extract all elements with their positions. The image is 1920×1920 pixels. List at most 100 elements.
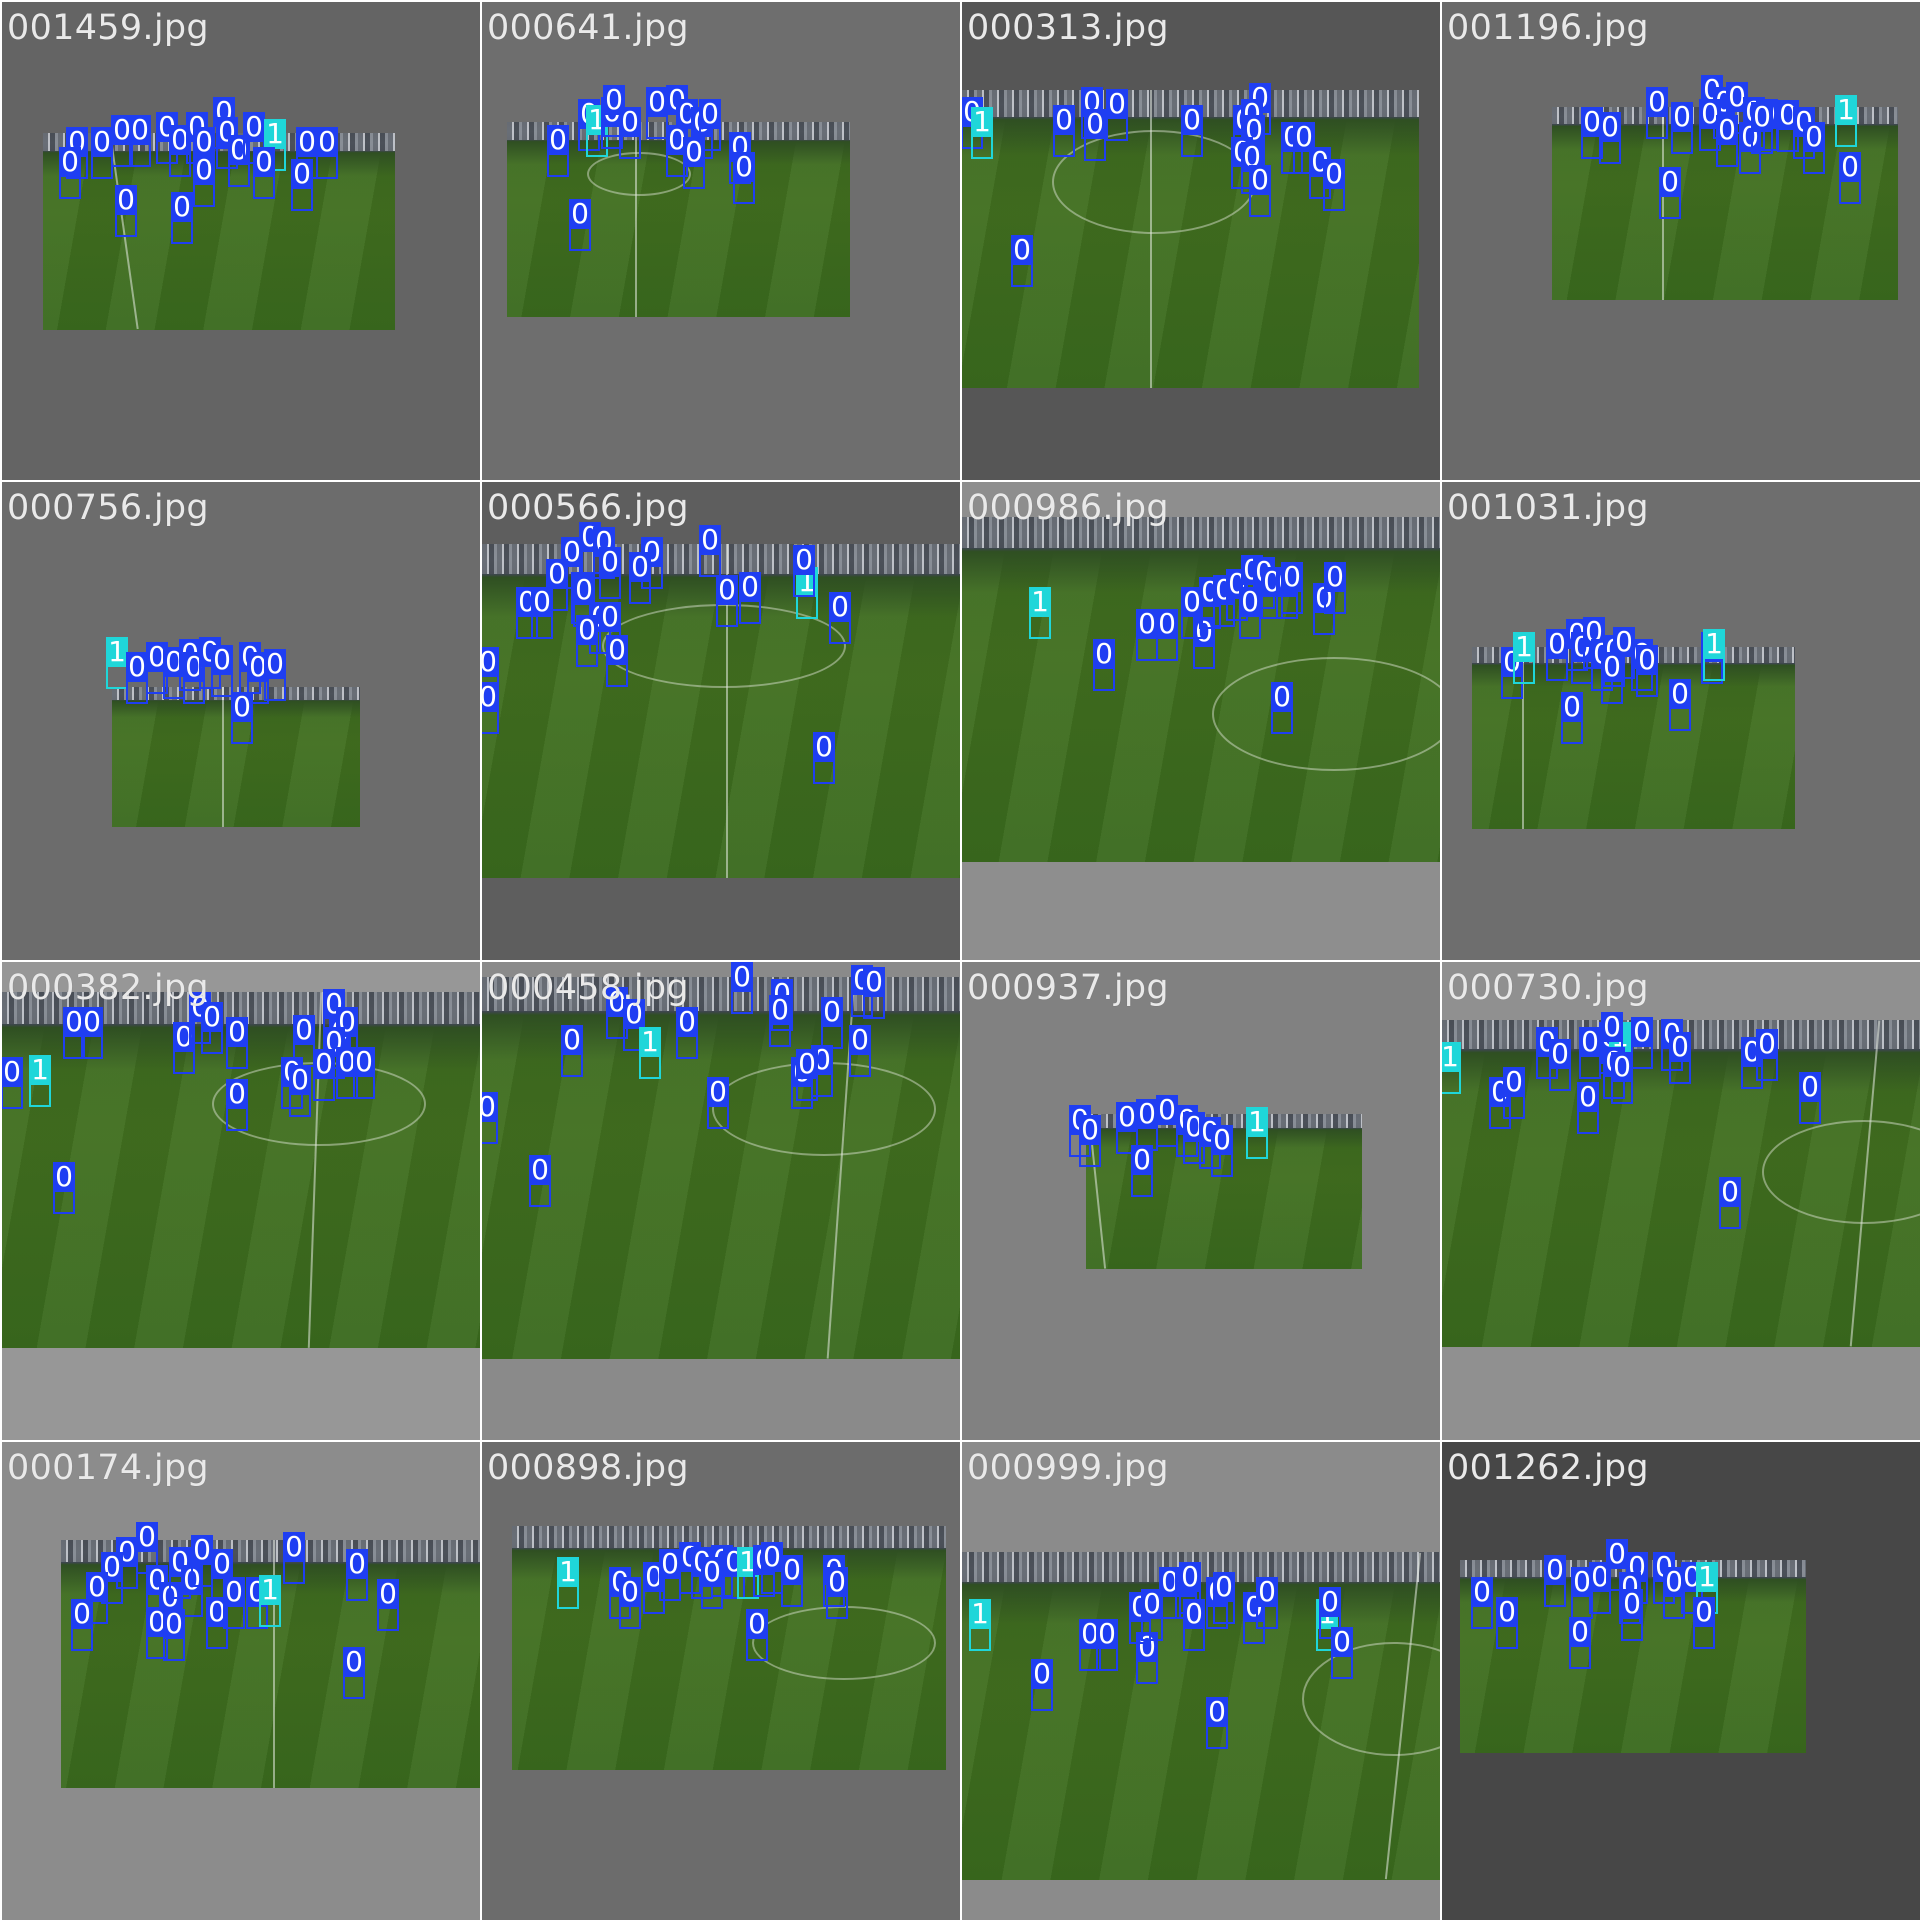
stadium-stand [61, 1540, 480, 1563]
detection-box-class-0: 0 [211, 645, 233, 697]
detection-class-label: 0 [561, 1025, 583, 1055]
detection-class-label: 0 [59, 147, 81, 177]
detection-box-class-0: 0 [1561, 692, 1583, 744]
detection-box-class-0: 0 [1256, 1577, 1278, 1629]
detection-class-label: 0 [849, 1025, 871, 1055]
detection-box-class-0: 0 [863, 967, 885, 1019]
detection-box-class-0: 0 [619, 1577, 641, 1629]
detection-class-label: 0 [1156, 609, 1178, 639]
detection-box-class-0: 0 [1589, 1562, 1611, 1614]
detection-class-label: 0 [546, 559, 568, 589]
detection-class-label: 0 [781, 1555, 803, 1585]
detection-box-class-1: 1 [1703, 629, 1725, 681]
detection-box-class-1: 1 [971, 107, 993, 159]
detection-box-class-0: 0 [1084, 109, 1106, 161]
detection-class-label: 0 [169, 125, 191, 155]
detection-box-class-0: 0 [1206, 1697, 1228, 1749]
tile-filename: 000937.jpg [967, 968, 1169, 1008]
detection-class-label: 0 [163, 1609, 185, 1639]
detection-box-class-0: 0 [1116, 1102, 1138, 1154]
detection-box-class-0: 0 [826, 1567, 848, 1619]
detection-box-class-0: 0 [377, 1579, 399, 1631]
detection-class-label: 0 [1271, 682, 1293, 712]
detection-box-class-0: 0 [1079, 1115, 1101, 1167]
frame [962, 517, 1440, 862]
detection-box-class-0: 0 [53, 1162, 75, 1214]
detection-class-label: 0 [1293, 122, 1315, 152]
detection-box-class-0: 0 [1156, 609, 1178, 661]
detection-box-class-0: 0 [1671, 102, 1693, 154]
detection-class-label: 0 [226, 1017, 248, 1047]
detection-box-class-0: 0 [1803, 122, 1825, 174]
detection-box-class-0: 0 [1569, 1617, 1591, 1669]
tile-filename: 000730.jpg [1447, 968, 1649, 1008]
detection-box-class-0: 0 [707, 1077, 729, 1129]
detection-box-class-0: 0 [1599, 112, 1621, 164]
detection-box-class-0: 0 [2, 1057, 23, 1109]
detection-class-label: 0 [115, 185, 137, 215]
tile-filename: 000641.jpg [487, 8, 689, 48]
detection-box-class-0: 0 [1096, 1619, 1118, 1671]
detection-class-label: 0 [482, 647, 499, 677]
detection-box-class-0: 0 [146, 1607, 168, 1659]
detection-box-class-0: 0 [796, 1049, 818, 1101]
tile-filename: 000898.jpg [487, 1448, 689, 1488]
detection-class-label: 0 [707, 1077, 729, 1107]
detection-class-label: 0 [1031, 1659, 1053, 1689]
detection-class-label: 0 [1141, 1589, 1163, 1619]
detection-class-label: 0 [1577, 1082, 1599, 1112]
pitch-line [1662, 107, 1664, 300]
detection-class-label: 0 [482, 1092, 498, 1122]
detection-box-class-0: 0 [482, 647, 499, 699]
detection-box-class-0: 0 [1546, 629, 1568, 681]
detection-box-class-0: 0 [1669, 679, 1691, 731]
detection-class-label: 0 [1471, 1577, 1493, 1607]
detection-box-class-0: 0 [226, 1017, 248, 1069]
detection-class-label: 0 [111, 115, 133, 145]
detection-box-class-0: 0 [699, 99, 721, 151]
detection-class-label: 0 [1241, 142, 1263, 172]
detection-box-class-0: 0 [293, 1015, 315, 1067]
detection-class-label: 0 [1671, 102, 1693, 132]
detection-class-label: 0 [1751, 102, 1773, 132]
detection-class-label: 0 [1601, 1012, 1623, 1042]
detection-class-label: 0 [1799, 1072, 1821, 1102]
detection-class-label: 0 [606, 987, 628, 1017]
detection-box-class-0: 0 [769, 995, 791, 1047]
center-circle [752, 1606, 936, 1680]
detection-class-label: 0 [146, 1607, 168, 1637]
detection-box-class-0: 0 [226, 1079, 248, 1131]
detection-box-class-0: 0 [1631, 1017, 1653, 1069]
detection-class-label: 0 [623, 999, 645, 1029]
tile-filename: 000382.jpg [7, 968, 209, 1008]
detection-box-class-0: 0 [659, 1549, 681, 1601]
detection-class-label: 0 [1579, 1027, 1601, 1057]
detection-class-label: 0 [573, 575, 595, 605]
detection-class-label: 0 [264, 649, 286, 679]
detection-class-label: 0 [1601, 652, 1623, 682]
detection-box-class-0: 0 [163, 1609, 185, 1661]
detection-box-class-0: 0 [1496, 1597, 1518, 1649]
detection-class-label: 0 [136, 1522, 158, 1552]
detection-class-label: 0 [1079, 1115, 1101, 1145]
detection-box-class-0: 0 [849, 1025, 871, 1077]
detection-box-class-0: 0 [1611, 1052, 1633, 1104]
detection-box-class-0: 0 [1319, 1587, 1341, 1639]
detection-box-class-0: 0 [211, 1549, 233, 1601]
detection-box-class-0: 0 [482, 1092, 498, 1144]
detection-class-label: 0 [1613, 627, 1635, 657]
detection-class-label: 0 [1281, 562, 1303, 592]
detection-class-label: 0 [1669, 1032, 1691, 1062]
detection-box-class-1: 1 [106, 637, 128, 689]
detection-box-class-0: 0 [316, 127, 338, 179]
tile-000566: 000000000000000000100000 000566.jpg [482, 482, 960, 960]
detection-class-label: 0 [1693, 1597, 1715, 1627]
detection-class-label: 0 [531, 587, 553, 617]
pitch-line [273, 1540, 275, 1788]
detection-box-class-0: 0 [1181, 105, 1203, 157]
detection-class-label: 0 [529, 1155, 551, 1185]
